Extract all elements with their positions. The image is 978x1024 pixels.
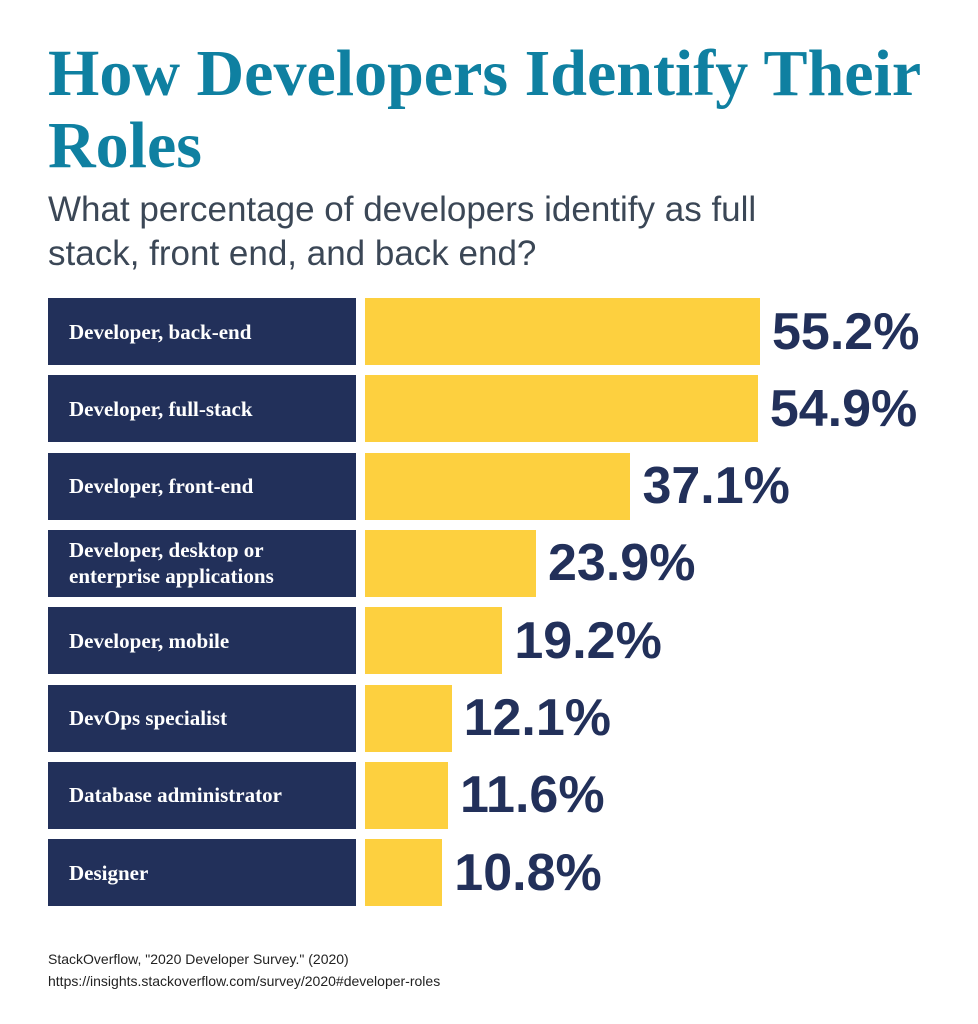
bar	[365, 452, 631, 520]
bar	[365, 839, 443, 907]
chart-subtitle: What percentage of developers identify a…	[48, 190, 757, 273]
bar	[365, 375, 758, 443]
category-label: Developer, back-end	[48, 298, 356, 365]
category-label: Developer, mobile	[48, 607, 356, 675]
bar	[365, 529, 537, 597]
category-label: Developer, full-stack	[48, 375, 356, 443]
category-label: DevOps specialist	[48, 684, 356, 752]
category-label: Designer	[48, 839, 356, 907]
value-label: 55.2%	[772, 302, 920, 361]
value-label: 37.1%	[642, 457, 790, 516]
value-label: 10.8%	[454, 843, 602, 902]
category-label: Database administrator	[48, 761, 356, 829]
bar	[365, 298, 760, 365]
bar	[365, 761, 448, 829]
source-url: https://insights.stackoverflow.com/surve…	[48, 973, 441, 989]
value-label: 23.9%	[548, 534, 696, 593]
value-label: 54.9%	[769, 379, 918, 438]
category-label: Developer, desktop or enterprise applica…	[48, 529, 356, 597]
bar	[365, 607, 503, 675]
value-label: 19.2%	[514, 611, 662, 670]
value-label: 11.6%	[460, 766, 605, 825]
category-label: Developer, front-end	[48, 452, 356, 520]
source: StackOverflow, "2020 Developer Survey." …	[48, 951, 349, 967]
bar	[365, 684, 452, 752]
chart-title: How Developers Identify Their Roles	[48, 37, 921, 182]
value-label: 12.1%	[463, 689, 612, 747]
